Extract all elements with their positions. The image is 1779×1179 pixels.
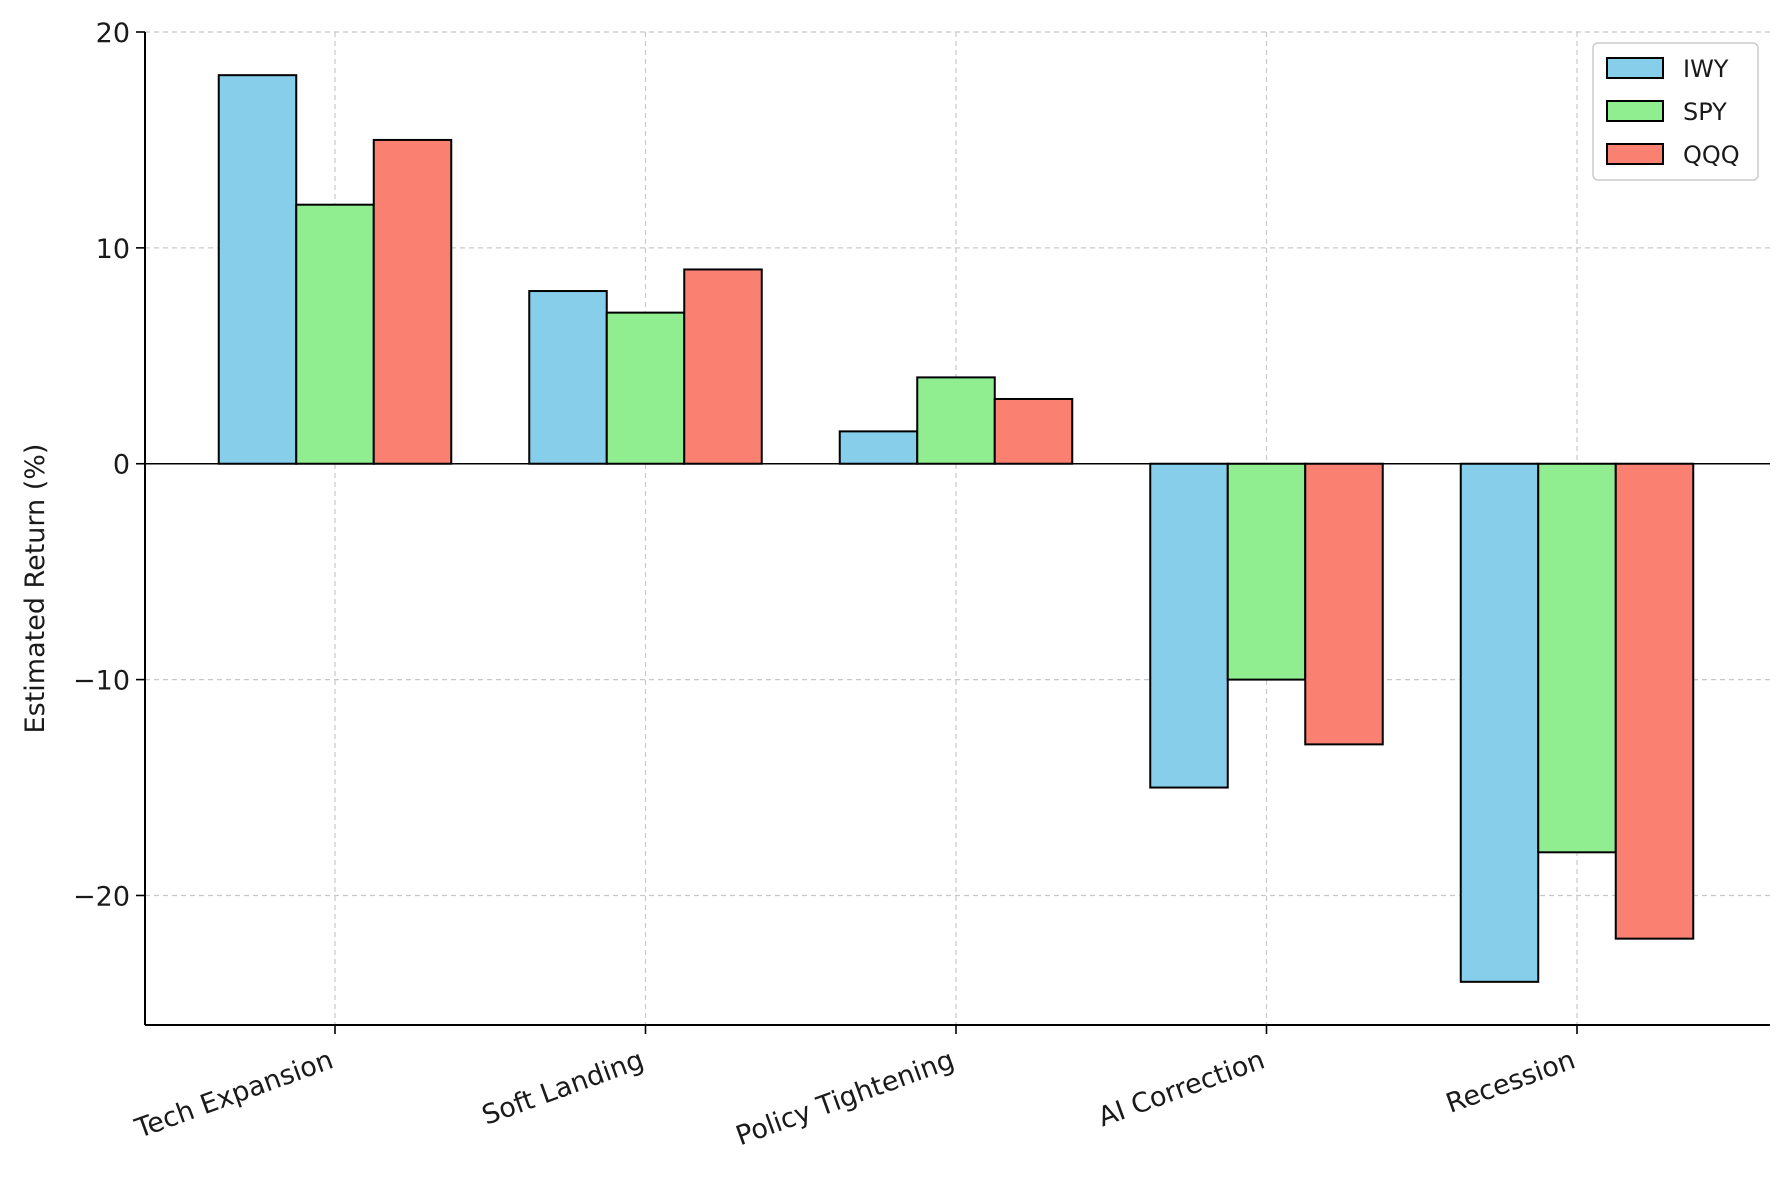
bar-iwy <box>528 290 608 465</box>
y-tick-label: −10 <box>73 666 130 697</box>
bar-qqq <box>993 397 1074 465</box>
x-tick-label: Policy Tightening <box>732 1044 958 1152</box>
legend-label-qqq: QQQ <box>1683 141 1740 169</box>
bar-iwy <box>1459 462 1540 983</box>
bar-spy <box>1537 462 1617 854</box>
y-axis-title: Estimated Return (%) <box>20 444 51 734</box>
bar-iwy <box>1149 462 1229 789</box>
legend-label-iwy: IWY <box>1683 55 1729 83</box>
x-tick-label: Soft Landing <box>478 1044 648 1131</box>
bar-spy <box>295 203 375 465</box>
bar-iwy <box>838 430 919 465</box>
legend-swatch-qqq <box>1606 143 1664 165</box>
x-tick-label: Tech Expansion <box>130 1044 337 1145</box>
bar-iwy <box>217 74 298 465</box>
bar-qqq <box>1304 462 1384 746</box>
bar-spy <box>1226 462 1307 681</box>
y-axis-ticks: −20 −10 0 10 20 <box>73 18 145 912</box>
legend-label-spy: SPY <box>1683 98 1727 126</box>
y-tick-label: 0 <box>113 450 130 481</box>
y-tick-label: 20 <box>96 18 130 49</box>
bar-spy <box>916 376 996 465</box>
bar-qqq <box>1614 462 1695 940</box>
bar-qqq <box>683 268 763 465</box>
y-tick-label: 10 <box>96 234 130 265</box>
bar-spy <box>605 311 686 465</box>
legend-swatch-iwy <box>1606 57 1664 79</box>
legend-swatch-spy <box>1606 100 1664 122</box>
x-axis-ticks: Tech Expansion Soft Landing Policy Tighten… <box>130 1025 1579 1152</box>
legend: IWY SPY QQQ <box>1592 42 1759 181</box>
bar-qqq <box>372 138 453 465</box>
y-tick-label: −20 <box>73 881 130 912</box>
x-tick-label: AI Correction <box>1094 1044 1269 1133</box>
x-tick-label: Recession <box>1442 1044 1579 1119</box>
axes <box>144 32 1770 1026</box>
